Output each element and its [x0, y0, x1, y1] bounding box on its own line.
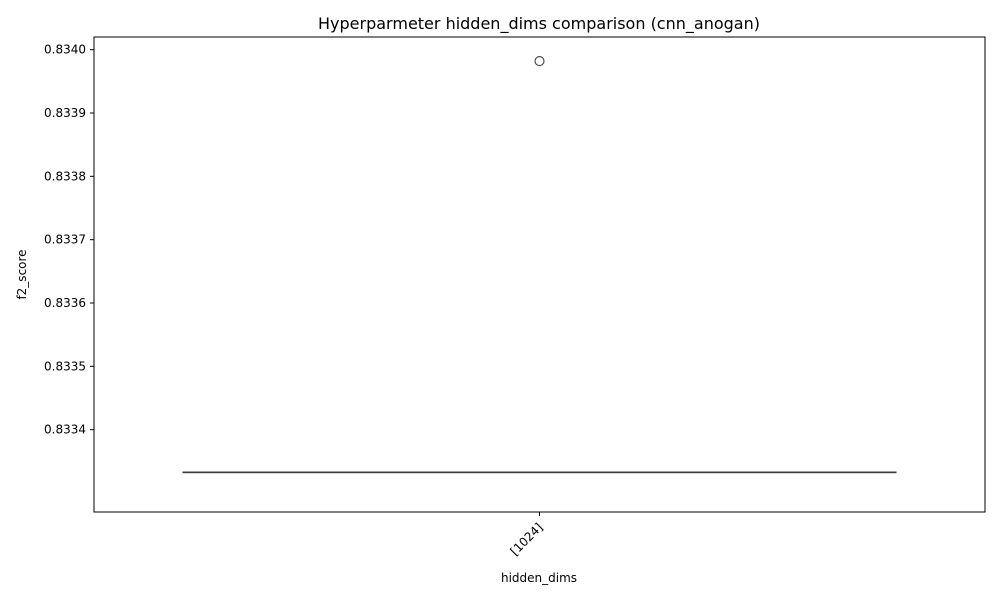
y-tick-label: 0.8334: [44, 423, 86, 437]
x-axis-ticks: [1024]: [508, 512, 546, 558]
y-axis-ticks: 0.8334 0.8335 0.8336 0.8337 0.8338 0.8339 0.83…: [44, 43, 94, 437]
y-tick-label: 0.8335: [44, 359, 86, 373]
outlier-point: [534, 56, 545, 67]
y-tick-label: 0.8339: [44, 106, 86, 120]
y-tick-label: 0.8338: [44, 169, 86, 183]
plot-frame: [93, 36, 986, 513]
y-tick-label: 0.8336: [44, 296, 86, 310]
x-axis-label: hidden_dims: [501, 571, 577, 585]
y-tick-label: 0.8337: [44, 233, 86, 247]
box-0: [182, 56, 897, 474]
plot-area: [182, 56, 897, 474]
chart-title: Hyperparmeter hidden_dims comparison (cn…: [318, 14, 760, 34]
y-tick-label: 0.8340: [44, 43, 86, 57]
y-axis-label: f2_score: [15, 249, 29, 299]
x-tick-label: [1024]: [508, 520, 546, 558]
